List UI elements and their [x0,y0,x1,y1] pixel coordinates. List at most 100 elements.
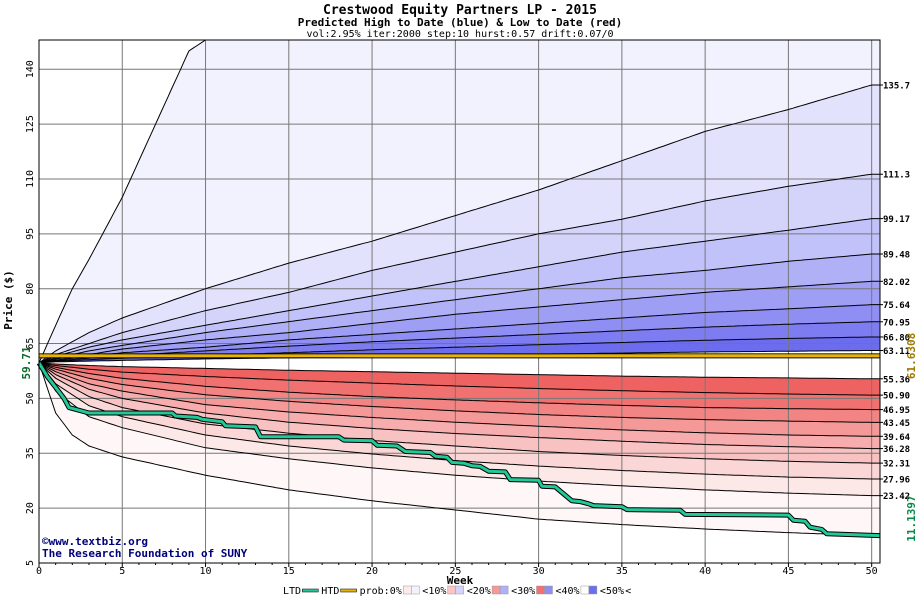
high-band-1 [39,40,880,363]
low-band-3 [39,362,880,423]
y-tick-label: 50 [25,392,36,404]
high-curve-1 [39,84,880,364]
legend-label-extra: < [625,586,631,597]
grid-lines [38,40,880,564]
band-end-label: 75.64 [883,301,911,311]
band-end-label: 32.31 [883,460,910,470]
band-end-label: 46.95 [883,406,910,416]
y-tick-label: 80 [25,283,36,295]
legend-swatch-high [455,585,464,595]
watermark-org: The Research Foundation of SUNY [42,547,248,560]
legend-label: <10% [422,586,446,597]
low-curve-2 [38,362,880,411]
legend-label: prob:0% [360,586,402,597]
low-band-8 [39,362,880,496]
legend-label: <50% [600,586,624,597]
legend-swatch-low [403,585,412,595]
high-curve-3 [39,218,880,364]
high-curve-6 [39,304,880,364]
legend-label: HTD [321,586,339,597]
x-tick-label: 10 [200,566,212,577]
y-tick-label: 140 [25,60,36,78]
legend-label: <40% [556,586,580,597]
last-price-label: 11.1397 [905,495,918,541]
chart-params: vol:2.95% iter:2000 step:10 hurst:0.57 d… [306,29,613,40]
band-end-label: 82.02 [883,278,910,288]
low-curve-5 [38,362,880,450]
band-end-label: 70.95 [883,318,910,328]
watermark-url: ©www.textbiz.org [42,535,148,548]
x-tick-label: 40 [699,566,711,577]
low-curve-0 [38,362,880,380]
low-curve-9 [38,362,880,537]
high-curve-5 [39,280,880,364]
y-tick-label: 125 [25,115,36,133]
legend-swatch-high [411,585,420,595]
legend-label: <30% [511,586,535,597]
low-band-1 [39,362,880,396]
high-band-3 [39,174,880,363]
axes: 0 5 10 15 20 25 30 35 40 45 5052035506580951101251… [25,39,881,577]
x-tick-label: 50 [866,566,878,577]
band-end-label: 23.42 [883,492,910,502]
start-price-label: 59.71 [20,346,33,379]
legend-swatch-high [499,585,509,595]
x-tick-label: 0 [36,566,42,577]
y-tick-label: 65 [25,338,36,350]
legend-swatch-low [491,585,501,595]
x-tick-label: 5 [119,566,125,577]
low-band-7 [39,362,880,479]
chart-subtitle: Predicted High to Date (blue) & Low to D… [298,16,623,29]
band-end-label: 89.48 [883,251,910,261]
high-band-6 [39,281,880,363]
band-end-label: 36.28 [883,445,910,455]
legend-label: LTD [283,586,301,597]
reference-price-label: 61.6308 [905,333,918,379]
x-tick-label: 35 [616,566,628,577]
legend-swatch-low [580,585,590,595]
band-end-label: 43.45 [883,419,910,429]
band-end-label: 99.17 [883,215,910,225]
plot-frame [38,39,881,564]
band-end-label: 50.90 [883,392,910,402]
low-band-9 [39,362,880,536]
high-curve-7 [39,321,880,364]
x-tick-label: 15 [283,566,295,577]
legend-swatch-low [536,585,545,595]
high-curve-4 [39,253,880,364]
percentile-curves [38,40,880,537]
band-end-label: 63.11 [883,347,910,357]
y-tick-label: 5 [25,560,36,566]
low-band-4 [39,362,880,437]
y-tick-label: 95 [25,228,36,240]
y-tick-label: 110 [25,170,36,188]
x-axis-label: Week [447,574,474,587]
legend-swatch-high [544,585,553,595]
band-end-label: 111.3 [883,171,910,181]
y-tick-label: 20 [25,502,36,514]
legend-swatch-line [340,588,357,593]
high-band-8 [39,321,880,363]
low-curve-6 [38,362,880,464]
legend-swatch-line [302,588,319,593]
price-series [36,353,881,539]
band-end-label: 55.36 [883,375,910,385]
x-tick-label: 20 [366,566,378,577]
legend-label: <20% [467,586,491,597]
y-axis-label: Price ($) [2,270,15,330]
band-end-label: 66.80 [883,333,910,343]
band-end-label: 27.96 [883,476,910,486]
x-tick-label: 25 [449,566,461,577]
chart-title: Crestwood Equity Partners LP - 2015 [323,3,597,18]
low-curve-3 [38,362,880,423]
low-curve-1 [38,362,880,396]
x-tick-label: 45 [782,566,794,577]
y-tick-label: 35 [25,447,36,459]
x-tick-label: 30 [533,566,545,577]
band-end-labels: 135.7 111.3 99.17 89.48 82.02 75.64 70.95 66.80… [880,81,911,502]
low-band-5 [39,362,880,449]
band-end-label: 39.64 [883,433,911,443]
low-curve-4 [38,362,880,437]
